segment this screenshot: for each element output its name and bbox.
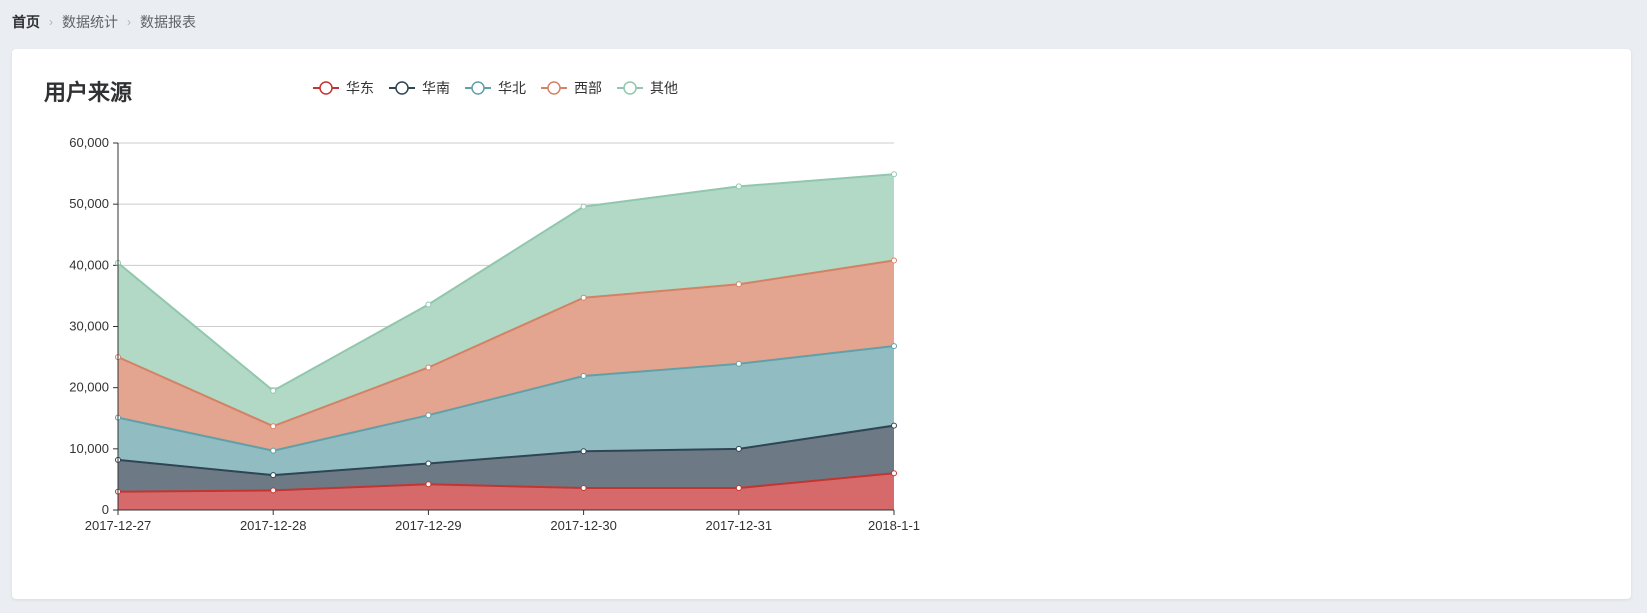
data-point-0-2 [425, 481, 432, 488]
data-point-0-4 [735, 484, 742, 491]
legend-marker-icon [313, 81, 339, 95]
data-point-2-4 [735, 360, 742, 367]
y-tick-label: 20,000 [69, 380, 109, 395]
x-tick-label: 2017-12-30 [550, 518, 617, 533]
legend-marker-icon [465, 81, 491, 95]
series-line-1 [117, 424, 895, 477]
y-tick-label: 60,000 [69, 135, 109, 150]
data-point-4-4 [735, 183, 742, 190]
series-line-4 [117, 173, 895, 392]
data-point-4-5 [891, 171, 897, 178]
y-tick-label: 30,000 [69, 319, 109, 334]
area-3 [118, 260, 894, 451]
breadcrumb-data-statistics[interactable]: 数据统计 [62, 14, 118, 30]
legend-item[interactable]: 华南 [388, 78, 450, 98]
chart-card-title: 用户来源 [44, 80, 133, 105]
data-point-3-3 [580, 294, 587, 301]
data-point-0-3 [580, 484, 587, 491]
data-point-1-5 [891, 422, 897, 429]
data-point-3-2 [425, 364, 432, 371]
x-tick-label: 2017-12-27 [85, 518, 152, 533]
legend-label: 华南 [422, 80, 450, 96]
data-point-1-4 [735, 445, 742, 452]
legend-item[interactable]: 西部 [540, 78, 602, 98]
chart-legend: 华东 华南 华北 西部 其他 [312, 77, 692, 99]
data-point-2-5 [891, 343, 897, 350]
series-line-0 [117, 472, 895, 493]
data-point-4-3 [580, 203, 587, 210]
chart-card: 用户来源 华东 华南 华北 西部 其他 0 10,000 20,000 30,000 40,00… [12, 49, 1631, 599]
legend-label: 华北 [498, 80, 526, 96]
data-point-2-1 [270, 447, 277, 454]
y-tick-label: 50,000 [69, 196, 109, 211]
data-point-0-5 [891, 470, 897, 477]
y-tick-label: 0 [102, 502, 109, 517]
legend-marker-icon [389, 81, 415, 95]
legend-marker-icon [617, 81, 643, 95]
stacked-area-chart: 0 10,000 20,000 30,000 40,000 50,000 60,000 201… [69, 135, 920, 533]
data-point-4-1 [270, 387, 277, 394]
x-tick-label: 2017-12-29 [395, 518, 462, 533]
data-point-4-2 [425, 301, 432, 308]
x-tick-label: 2018-1-1 [868, 518, 920, 533]
series-line-2 [117, 345, 895, 452]
breadcrumb-data-report[interactable]: 数据报表 [140, 14, 196, 30]
chevron-right-icon: › [49, 15, 53, 29]
area-1 [118, 425, 894, 492]
legend-label: 西部 [574, 80, 602, 96]
y-tick-label: 40,000 [69, 257, 109, 272]
series-line-3 [117, 259, 895, 428]
data-point-1-2 [425, 460, 432, 467]
legend-marker-icon [541, 81, 567, 95]
data-point-2-3 [580, 373, 587, 380]
legend-label: 华东 [346, 80, 374, 96]
data-point-2-2 [425, 412, 432, 419]
data-point-1-3 [580, 448, 587, 455]
area-0 [118, 473, 894, 510]
breadcrumb-home[interactable]: 首页 [12, 14, 40, 30]
data-point-0-1 [270, 487, 277, 494]
area-2 [118, 346, 894, 476]
legend-item[interactable]: 其他 [616, 78, 678, 98]
legend-item[interactable]: 华北 [464, 78, 526, 98]
legend-item[interactable]: 华东 [312, 78, 374, 98]
y-tick-label: 10,000 [69, 441, 109, 456]
data-point-3-5 [891, 257, 897, 264]
x-tick-label: 2017-12-28 [240, 518, 307, 533]
data-point-3-1 [270, 423, 277, 430]
area-4 [118, 174, 894, 427]
breadcrumb: 首页 › 数据统计 › 数据报表 [12, 12, 196, 32]
x-tick-label: 2017-12-31 [706, 518, 773, 533]
legend-label: 其他 [650, 80, 678, 96]
data-point-3-4 [735, 281, 742, 288]
data-point-1-1 [270, 472, 277, 479]
chevron-right-icon: › [127, 15, 131, 29]
